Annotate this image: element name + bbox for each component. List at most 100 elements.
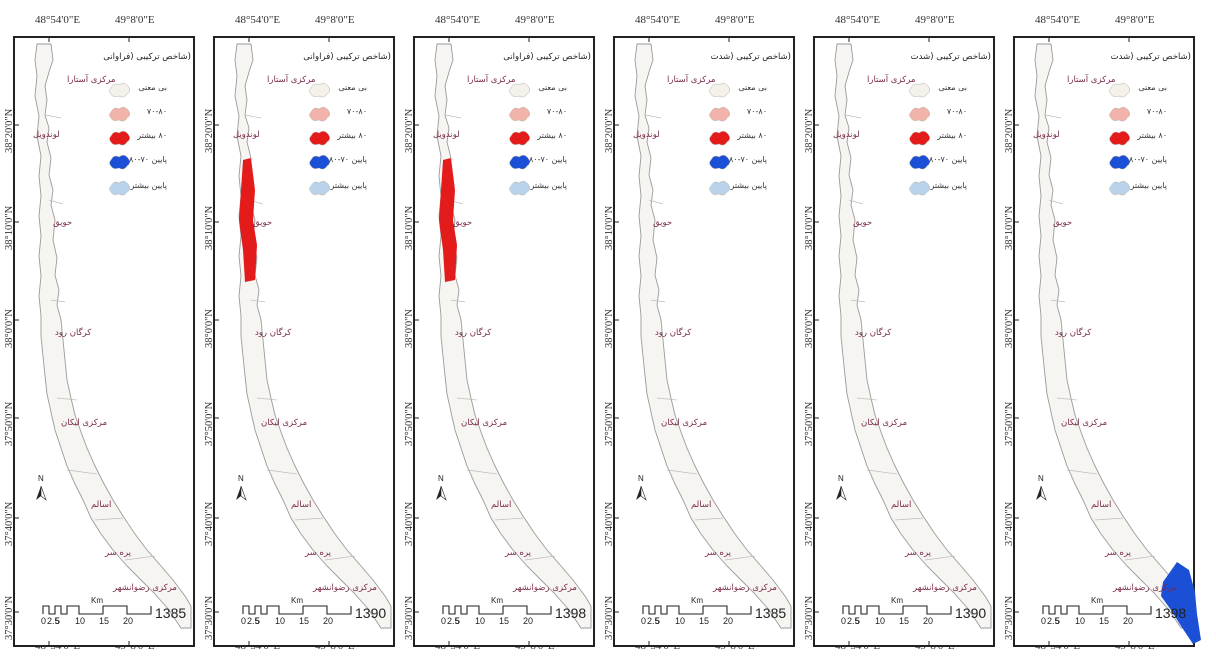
- scale-tick-label: 15: [299, 616, 310, 626]
- place-label: مرکزی آستارا: [67, 75, 116, 85]
- longitude-tick-label: 49°8'0"E: [315, 14, 355, 26]
- longitude-tick-label: 49°8'0"E: [915, 14, 955, 26]
- place-label: لوندویل: [633, 130, 660, 140]
- district-border: [456, 397, 478, 401]
- legend-swatch: [909, 155, 930, 170]
- legend-swatch: [1109, 83, 1130, 98]
- scale-tick-label: 0: [641, 616, 647, 626]
- place-label: لوندویل: [433, 130, 460, 140]
- legend-swatch: [309, 155, 330, 170]
- place-label: کرگان رود: [855, 328, 892, 338]
- district-border: [724, 555, 756, 561]
- place-label: کرگان رود: [255, 328, 292, 338]
- district-border: [650, 299, 666, 303]
- north-label: N: [38, 474, 44, 483]
- legend-label: ۷۰-۸۰: [346, 107, 367, 116]
- place-label: حویق: [1053, 218, 1073, 228]
- longitude-tick-label: 49°8'0"E: [115, 14, 155, 26]
- scale-tick-label: 20: [323, 616, 334, 626]
- panel-year: 1398: [555, 605, 587, 621]
- legend-label: بی معنی: [538, 83, 567, 92]
- legend-label: پایین ۷۰-۸۰: [728, 155, 767, 164]
- district-border: [856, 397, 878, 401]
- scale-tick-label: 5: [1055, 616, 1061, 626]
- longitude-tick-label: 49°8'0"E: [715, 14, 755, 26]
- legend-label: بی معنی: [938, 83, 967, 92]
- scale-unit-label: Km: [1091, 596, 1103, 605]
- place-label: اسالم: [1091, 500, 1112, 510]
- coastline-region: [34, 43, 192, 629]
- district-border: [848, 199, 864, 205]
- district-border: [844, 114, 862, 119]
- district-border: [324, 555, 356, 561]
- legend-label: بی معنی: [338, 83, 367, 92]
- north-label: N: [1038, 474, 1044, 483]
- scale-tick-label: 20: [923, 616, 934, 626]
- scale-tick-label: 10: [75, 616, 86, 626]
- panel-year: 1385: [755, 605, 787, 621]
- legend-swatch: [1109, 181, 1130, 196]
- scale-tick-label: 2.5: [847, 616, 860, 626]
- legend-swatch: [309, 83, 330, 98]
- legend-label: پایین بیشتر: [130, 181, 167, 190]
- place-label: مرکزی لیکان: [661, 418, 708, 428]
- district-border: [266, 469, 298, 475]
- place-label: کرگان رود: [55, 328, 92, 338]
- place-label: حویق: [53, 218, 73, 228]
- district-border: [44, 114, 62, 119]
- map-drawing: [213, 36, 392, 647]
- scale-tick-label: 2.5: [1047, 616, 1060, 626]
- panel-year: 1385: [155, 605, 187, 621]
- legend-label: ۷۰-۸۰: [146, 107, 167, 116]
- district-border: [850, 299, 866, 303]
- scale-tick-label: 0: [441, 616, 447, 626]
- place-label: اسالم: [91, 500, 112, 510]
- legend-label: پایین ۷۰-۸۰: [328, 155, 367, 164]
- scale-unit-label: Km: [691, 596, 703, 605]
- coastline-region: [834, 43, 992, 629]
- place-label: کرگان رود: [655, 328, 692, 338]
- place-label: مرکزی آستارا: [267, 75, 316, 85]
- scale-tick-label: 10: [275, 616, 286, 626]
- district-border: [244, 114, 262, 119]
- place-label: کرگان رود: [455, 328, 492, 338]
- legend-label: ۷۰-۸۰: [546, 107, 567, 116]
- district-border: [656, 397, 678, 401]
- scale-tick-label: 5: [55, 616, 61, 626]
- scale-tick-label: 20: [723, 616, 734, 626]
- map-drawing: [813, 36, 992, 647]
- district-border: [94, 517, 124, 521]
- scale-tick-label: 15: [899, 616, 910, 626]
- legend-label: ۸۰ بیشتر: [137, 131, 167, 140]
- place-label: پره سر: [1105, 548, 1132, 558]
- legend-swatch: [109, 83, 130, 98]
- scale-bar: [842, 605, 952, 615]
- district-border: [648, 199, 664, 205]
- legend-label: پایین ۷۰-۸۰: [1128, 155, 1167, 164]
- district-border: [1056, 397, 1078, 401]
- scale-unit-label: Km: [291, 596, 303, 605]
- map-drawing: [413, 36, 592, 647]
- place-label: حویق: [453, 218, 473, 228]
- scale-tick-label: 15: [99, 616, 110, 626]
- legend-swatch: [709, 155, 730, 170]
- place-label: مرکزی لیکان: [61, 418, 108, 428]
- map-drawing: [613, 36, 792, 647]
- map-drawing: [13, 36, 192, 647]
- map-panel: 48°54'0"E49°8'0"E48°54'0"E49°8'0"E38°20'…: [4, 0, 203, 657]
- place-label: کرگان رود: [1055, 328, 1092, 338]
- place-label: مرکزی آستارا: [467, 75, 516, 85]
- district-border: [924, 555, 956, 561]
- map-panel: 48°54'0"E49°8'0"E48°54'0"E49°8'0"E38°20'…: [604, 0, 803, 657]
- scale-tick-label: 20: [123, 616, 134, 626]
- place-label: مرکزی رضوانشهر: [313, 583, 377, 593]
- north-label: N: [838, 474, 844, 483]
- legend-label: بی معنی: [138, 83, 167, 92]
- legend-swatch: [709, 181, 730, 196]
- legend-label: پایین بیشتر: [730, 181, 767, 190]
- scale-bar: [42, 605, 152, 615]
- district-border: [1044, 114, 1062, 119]
- district-border: [50, 299, 66, 303]
- highlight-region-red: [439, 158, 457, 282]
